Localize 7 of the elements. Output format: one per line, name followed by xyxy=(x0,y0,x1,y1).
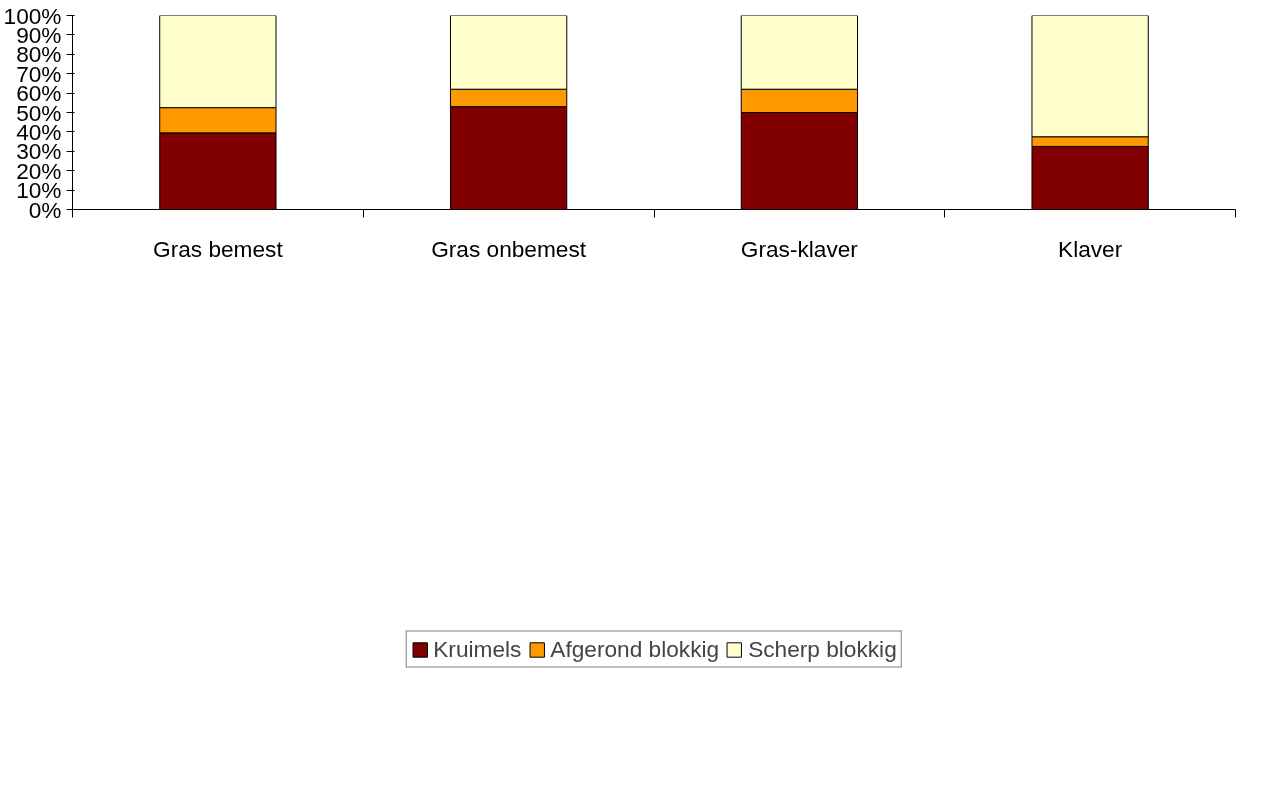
legend-label: Afgerond blokkig xyxy=(550,635,720,663)
x-tick-label: Klaver xyxy=(1058,235,1123,262)
legend-label: Kruimels xyxy=(433,635,522,663)
x-tick-label: Gras bemest xyxy=(153,235,284,262)
legend-label: Scherp blokkig xyxy=(748,635,897,663)
x-tick-label: Gras onbemest xyxy=(431,235,587,262)
x-tick-label: Gras-klaver xyxy=(740,235,859,262)
